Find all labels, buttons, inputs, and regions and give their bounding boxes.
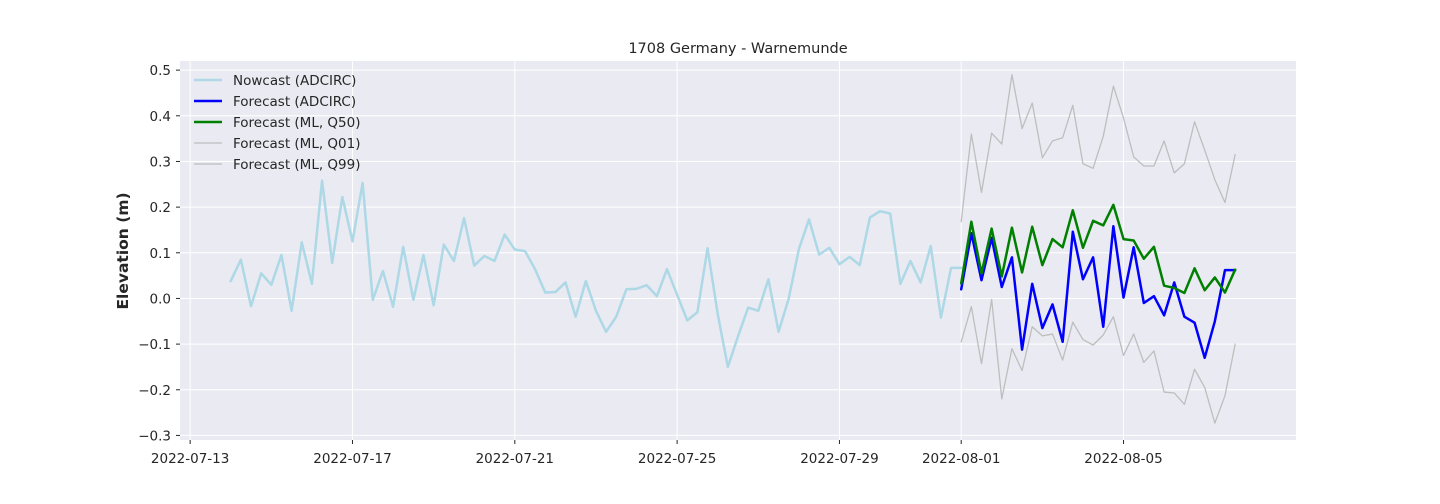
x-tick-label: 2022-07-29 [800,451,878,467]
legend-label: Forecast (ML, Q99) [233,157,361,173]
x-tick-label: 2022-08-01 [922,451,1000,467]
legend-label: Forecast (ADCIRC) [233,94,356,110]
y-tick-label: 0.3 [150,154,171,170]
series-layer [229,74,1237,424]
x-tick-label: 2022-07-25 [638,451,716,467]
grid [180,61,1296,440]
legend-label: Nowcast (ADCIRC) [233,73,356,89]
y-tick-label: 0.4 [150,109,171,125]
legend-label: Forecast (ML, Q50) [233,115,361,131]
series-line-forecast-ml-q01 [960,74,1236,223]
x-tick-label: 2022-07-17 [313,451,391,467]
series-line-forecast-ml-q50 [959,203,1237,295]
y-tick-label: −0.2 [138,383,171,399]
legend-label: Forecast (ML, Q01) [233,136,361,152]
x-tick-label: 2022-07-13 [151,451,229,467]
y-tick-label: −0.1 [138,337,171,353]
y-tick-label: 0.2 [150,200,171,216]
y-tick-label: 0.5 [150,63,171,79]
y-axis-label: Elevation (m) [114,192,132,309]
ticks: −0.3 −0.2 −0.1 0.0 0.1 0.2 0.3 0.4 0.5 2022-07-13… [138,63,1163,467]
legend: Nowcast (ADCIRC) Forecast (ADCIRC) Forecas… [194,73,361,173]
series-line-nowcast-adcirc [229,179,963,369]
x-tick-label: 2022-07-21 [476,451,554,467]
x-tick-label: 2022-08-05 [1084,451,1162,467]
y-tick-label: 0.1 [150,246,171,262]
chart-title: 1708 Germany - Warnemunde [628,41,847,57]
y-tick-label: 0.0 [150,291,171,307]
series-line-forecast-ml-q99 [960,298,1236,424]
series-line-forecast-adcirc [959,225,1237,360]
y-tick-label: −0.3 [138,428,171,444]
